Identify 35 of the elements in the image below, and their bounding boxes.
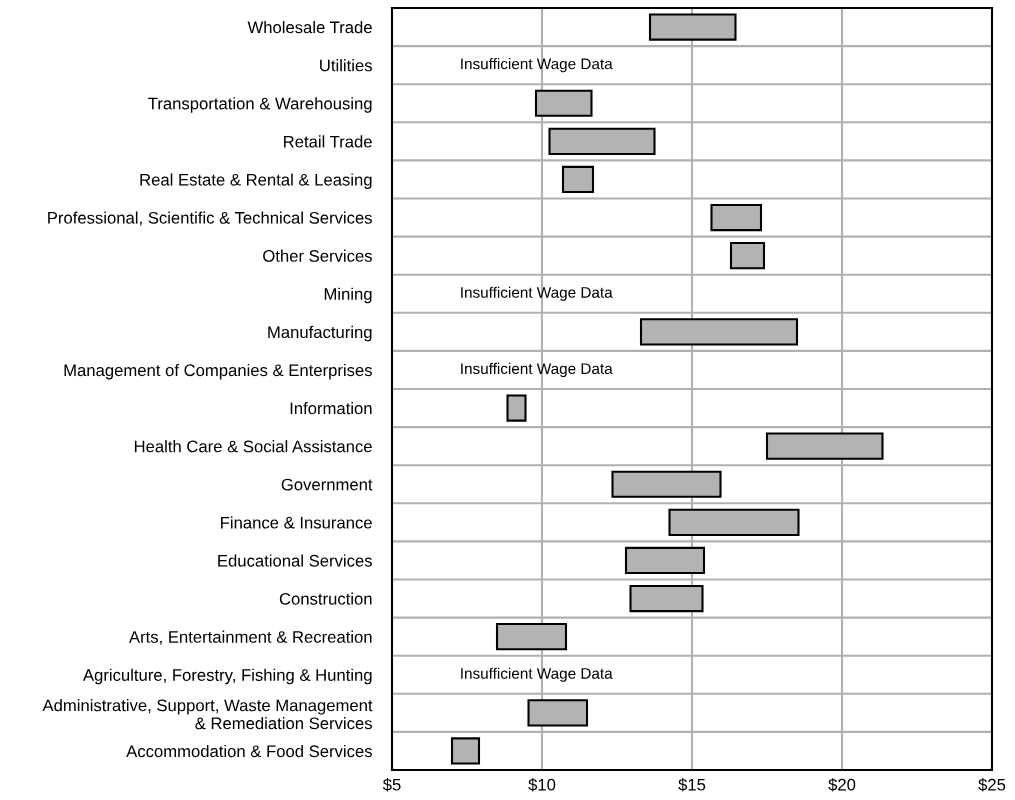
annotation: Insufficient Wage Data (461, 667, 613, 682)
bar (729, 242, 766, 270)
y-tick-label: Mining (324, 287, 372, 304)
y-tick-label: Professional, Scientific & Technical Services (48, 211, 372, 226)
y-tick-label: Finance & Insurance (221, 516, 372, 529)
y-tick-label: Wholesale Trade (247, 21, 372, 34)
bar (450, 737, 481, 765)
y-tick-label: Arts, Entertainment & Recreation (128, 630, 372, 645)
y-tick-label: Utilities (320, 59, 372, 72)
y-tick-label: Accommodation & Food Services (126, 744, 372, 758)
x-tick-label: $25 (978, 778, 1006, 792)
y-tick-label: Educational Services (218, 554, 372, 567)
bar (506, 394, 527, 422)
y-tick-label: Government (281, 478, 373, 491)
y-tick-label: Retail Trade (284, 135, 372, 148)
y-tick-label: Other Services (263, 249, 372, 262)
y-tick-label: Real Estate & Rental & Leasing (140, 173, 372, 189)
x-tick-label: $10 (528, 778, 556, 792)
y-tick-label: Health Care & Social Assistance (134, 440, 372, 453)
bar (561, 165, 595, 194)
y-tick-label: Transportation & Warehousing (148, 97, 372, 113)
y-tick-label: Manufacturing (268, 325, 372, 342)
annotation: Insufficient Wage Data (461, 58, 613, 73)
bar (548, 127, 656, 155)
annotation: Insufficient Wage Data (461, 362, 613, 378)
y-tick-label: Agriculture, Forestry, Fishing & Hunting (82, 668, 372, 685)
x-tick-label: $20 (828, 778, 856, 792)
x-tick-label: $15 (678, 778, 706, 792)
annotation: Insufficient Wage Data (461, 286, 613, 301)
bar (710, 203, 763, 232)
x-tick-label: $5 (382, 778, 401, 792)
y-tick-label: Construction (279, 592, 372, 605)
y-tick-label: Administrative, Support, Waste Management & Remediation Services (42, 699, 373, 730)
y-tick-label: Information (290, 402, 372, 415)
y-tick-label: Management of Companies & Enterprises (64, 363, 372, 380)
